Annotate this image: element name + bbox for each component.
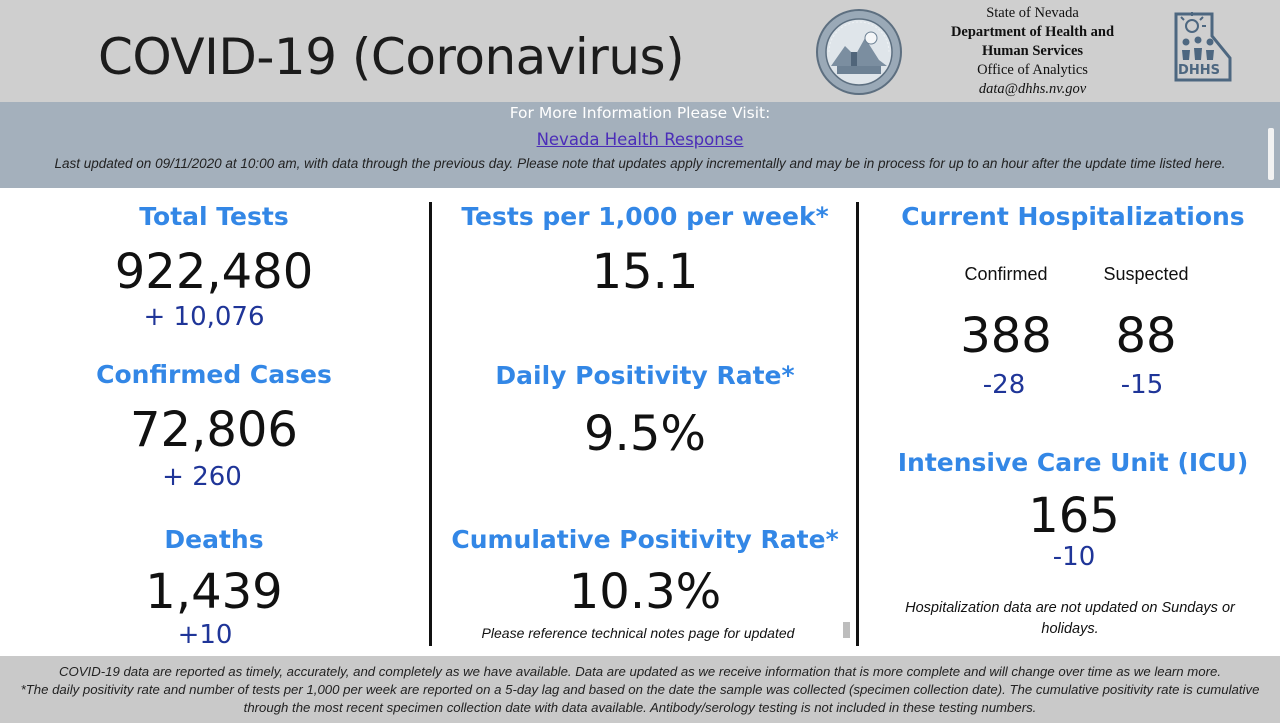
last-updated-note: Last updated on 09/11/2020 at 10:00 am, … <box>54 156 1226 171</box>
hospital-suspected-label: Suspected <box>1103 264 1189 284</box>
confirmed-cases-value: 72,806 <box>130 402 298 458</box>
hospital-confirmed-label: Confirmed <box>964 264 1048 284</box>
technical-notes-note: Please reference technical notes page fo… <box>481 625 795 641</box>
cumulative-positivity-label: Cumulative Positivity Rate* <box>451 525 839 554</box>
total-tests-value: 922,480 <box>114 244 314 300</box>
icu-change: -10 <box>1052 542 1096 572</box>
total-tests-label: Total Tests <box>139 202 289 231</box>
column-divider-left <box>429 202 432 646</box>
metrics-panel: Total Tests 922,480 + 10,076 Confirmed C… <box>0 188 1280 656</box>
agency-office: Office of Analytics <box>977 62 1088 78</box>
footer-text: COVID-19 data are reported as timely, ac… <box>8 663 1272 717</box>
header-banner: COVID-19 (Coronavirus) State of Nevada D… <box>0 0 1280 102</box>
dhhs-logo-icon: DHHS <box>1174 12 1232 82</box>
hospital-confirmed-change: -28 <box>982 370 1026 400</box>
agency-department-line1: Department of Health and <box>950 24 1115 40</box>
confirmed-cases-label: Confirmed Cases <box>96 360 332 389</box>
info-link-wrapper: Nevada Health Response <box>0 130 1280 150</box>
hospital-confirmed-value: 388 <box>960 308 1052 364</box>
hospital-suspected-change: -15 <box>1120 370 1164 400</box>
daily-positivity-label: Daily Positivity Rate* <box>495 361 795 390</box>
footer-line-1: COVID-19 data are reported as timely, ac… <box>58 664 1222 679</box>
confirmed-cases-change: + 260 <box>162 462 242 492</box>
nevada-health-response-link[interactable]: Nevada Health Response <box>536 130 744 149</box>
deaths-value: 1,439 <box>145 564 283 620</box>
tests-per-1000-label: Tests per 1,000 per week* <box>461 202 829 231</box>
column-divider-right <box>856 202 859 646</box>
current-hospitalizations-label: Current Hospitalizations <box>901 202 1245 231</box>
icu-label: Intensive Care Unit (ICU) <box>897 448 1249 477</box>
total-tests-change: + 10,076 <box>143 302 265 332</box>
cumulative-positivity-value: 10.3% <box>568 564 722 620</box>
page-title: COVID-19 (Coronavirus) <box>98 28 685 86</box>
deaths-change: +10 <box>177 620 233 650</box>
nevada-state-seal-icon <box>816 9 902 95</box>
info-bar: For More Information Please Visit: Nevad… <box>0 102 1280 188</box>
footer-line-2: *The daily positivity rate and number of… <box>20 682 1260 715</box>
deaths-label: Deaths <box>164 525 264 554</box>
tests-per-1000-value: 15.1 <box>591 244 699 300</box>
footer-notes: COVID-19 data are reported as timely, ac… <box>0 656 1280 723</box>
agency-email: data@dhhs.nv.gov <box>978 81 1087 97</box>
icu-value: 165 <box>1028 488 1120 544</box>
hospital-suspected-value: 88 <box>1115 308 1177 364</box>
hospitalization-note: Hospitalization data are not updated on … <box>905 600 1235 637</box>
agency-department-line2: Human Services <box>981 43 1084 59</box>
notes-scrollbar[interactable] <box>843 622 850 638</box>
info-scrollbar[interactable] <box>1268 128 1274 180</box>
agency-state: State of Nevada <box>986 5 1079 21</box>
info-heading: For More Information Please Visit: <box>509 104 771 122</box>
agency-block: State of Nevada Department of Health and… <box>930 4 1135 99</box>
logo-text: DHHS <box>1178 63 1220 78</box>
daily-positivity-value: 9.5% <box>584 406 706 462</box>
